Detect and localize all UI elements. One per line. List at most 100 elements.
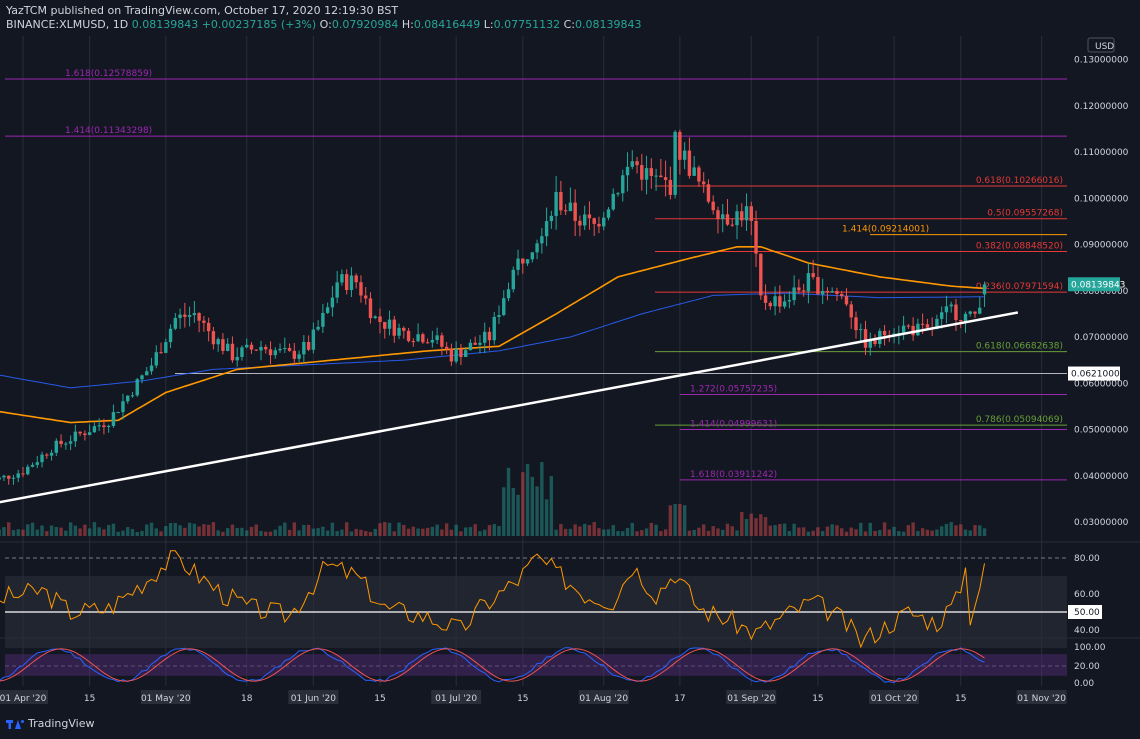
candle-body [45,454,49,456]
volume-bar [787,531,792,536]
rsi-tick-label: 60.00 [1074,590,1100,600]
volume-bar [230,524,235,536]
month-tick-box [431,690,482,704]
candle-body [459,348,463,358]
candle-body [673,131,677,195]
candle-body [682,150,687,160]
volume-bar [64,530,68,536]
time-tick-label: 01 May '20 [141,694,191,704]
candle-body [773,296,777,307]
candle-body [402,327,406,331]
price-badge[interactable] [1068,277,1120,292]
price-badge[interactable] [1068,366,1120,381]
volume-bar [711,526,715,536]
candle-body [920,323,925,325]
volume-bar [278,525,282,536]
volume-bar [102,529,106,536]
volume-bar [35,529,39,536]
candle-body [444,346,449,350]
candle-body [949,304,953,307]
ema-100-line[interactable] [0,246,985,424]
time-tick-label: 01 Apr '20 [0,694,47,704]
candle-body [768,302,773,307]
volume-bar [882,522,887,536]
volume-bar [406,528,411,536]
volume-bar [402,524,406,536]
fib-level-label: 1.272(0.05757235) [690,384,777,394]
symbol-name[interactable]: BINANCE:XLMUSD, 1D [6,18,129,31]
volume-bar [359,529,363,536]
price-axis[interactable]: USD 0.13000000 0.12000000 0.11000000 0.10000… [1068,37,1129,528]
sma-200-line[interactable] [0,292,985,389]
volume-bar [235,528,239,536]
candle-body [939,312,944,319]
volume-bar [797,527,801,536]
candle-body [221,339,225,351]
volume-bar [192,523,197,536]
candle-body [335,282,339,298]
volume-bar [173,523,178,536]
candle-body [73,431,78,442]
rsi-line[interactable] [0,550,985,649]
candle-body [68,441,73,444]
candle-body [730,224,734,226]
volume-bar [311,528,316,536]
volume-bar [478,531,482,536]
candle-body [544,221,549,237]
rsi-tick-label: 40.00 [1074,626,1100,636]
volume-bar [678,503,682,536]
candle-body [392,319,396,336]
volume-bar [654,524,658,536]
stoch-k-line[interactable] [0,647,985,684]
volume-bar [901,531,906,536]
candle-body [173,318,178,329]
volume-bar [245,530,249,536]
candle-body [83,433,87,436]
volume-bar [68,522,73,536]
volume-bar [944,523,949,536]
time-tick-label: 01 Aug '20 [579,694,628,704]
stoch-d-line[interactable] [0,648,985,682]
currency-box[interactable] [1087,37,1115,53]
trendline[interactable] [0,311,1019,505]
volume-bar [154,528,158,536]
volume-bar [597,528,601,536]
candle-body [968,311,972,314]
volume-bar [516,494,520,536]
candle-body [383,321,387,329]
volume-bar [497,526,501,536]
candle-body [935,318,939,329]
volume-bar [216,530,220,536]
candle-body [268,349,273,356]
volume-bar [411,526,416,536]
candle-body [411,341,416,343]
time-axis[interactable]: 01 Apr '20 15 01 May '20 18 01 Jun '20 15 01 J… [0,688,1140,710]
candle-body [183,314,187,317]
ascending-trendline[interactable] [0,311,1019,505]
month-tick-box [1016,690,1067,704]
candle-body [321,312,325,327]
candle-body [901,325,906,333]
volume-bar [187,522,192,536]
volume-bar [463,527,468,536]
fib-level-label: 1.618(0.03911242) [690,470,777,480]
volume-bar [168,522,173,536]
volume-bar [145,524,149,536]
candle-body [692,167,696,176]
candle-body [602,217,606,227]
time-tick-label: 01 Jun '20 [291,694,336,704]
tradingview-branding[interactable]: TradingView [6,717,94,730]
stoch-rsi-pane[interactable]: 100.00 0.00 [0,643,1106,689]
volume-bar [854,529,858,536]
candle-body [792,287,796,301]
candle-body [483,331,487,343]
candle-body [830,290,834,293]
candle-body [111,412,116,426]
candle-body [597,223,601,227]
volume-bar [49,525,54,536]
volume-bar [421,528,425,536]
candle-body [754,220,758,254]
volume-bar [563,528,568,536]
volume-bar [283,522,287,536]
